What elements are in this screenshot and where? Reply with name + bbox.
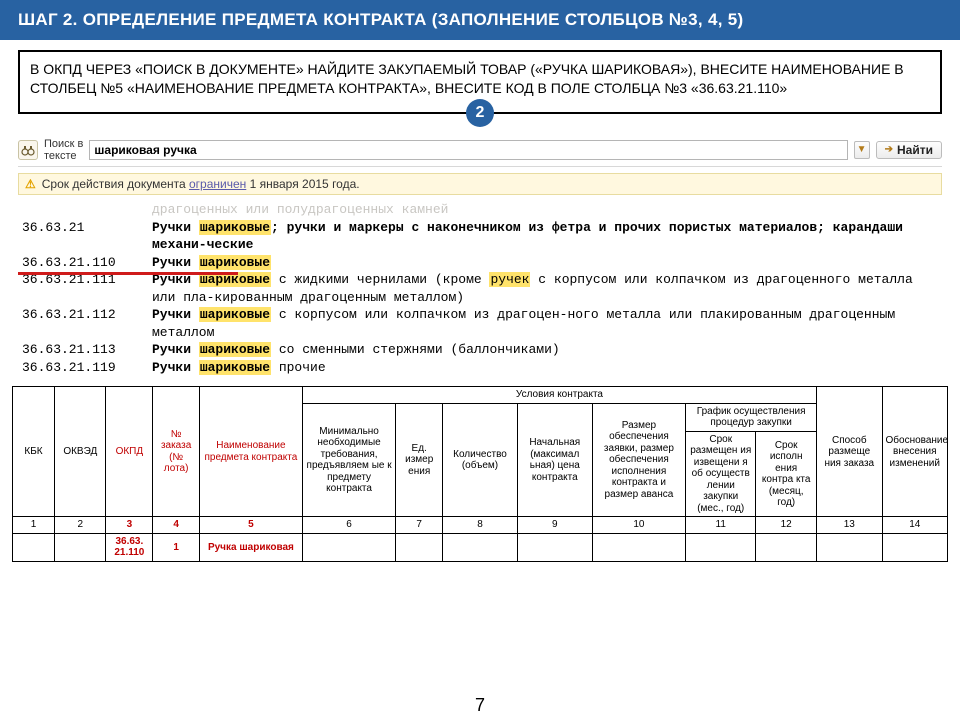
h-method: Способ размеще ния заказа	[817, 387, 882, 517]
instruction-box: В ОКПД ЧЕРЕЗ «ПОИСК В ДОКУМЕНТЕ» НАЙДИТЕ…	[18, 50, 942, 114]
find-label: Найти	[897, 143, 933, 157]
cell-name: Ручка шариковая	[199, 533, 302, 561]
document-text: драгоценных или полудрагоценных камней 3…	[18, 195, 942, 376]
cell-order-no: 1	[153, 533, 200, 561]
dropdown-icon[interactable]: ▼	[854, 141, 870, 159]
h-exec: Срок исполн ения контра кта (месяц, год)	[756, 431, 817, 517]
h-okpd: ОКПД	[106, 387, 153, 517]
step-badge: 2	[466, 99, 494, 127]
find-button[interactable]: ➔ Найти	[876, 141, 942, 159]
h-price: Начальная (максимал ьная) цена контракта	[517, 403, 592, 517]
h-conditions: Условия контракта	[302, 387, 816, 404]
h-notice: Срок размещен ия извещени я об осуществ …	[686, 431, 756, 517]
h-name: Наименование предмета контракта	[199, 387, 302, 517]
h-secure: Размер обеспечения заявки, размер обеспе…	[592, 403, 686, 517]
red-underline	[18, 272, 238, 275]
arrow-icon: ➔	[885, 144, 893, 155]
h-kbk: КБК	[13, 387, 55, 517]
h-order-no: № заказа (№ лота)	[153, 387, 200, 517]
instruction-text: В ОКПД ЧЕРЕЗ «ПОИСК В ДОКУМЕНТЕ» НАЙДИТЕ…	[30, 61, 904, 96]
warning-link[interactable]: ограничен	[189, 177, 246, 191]
page-title: ШАГ 2. ОПРЕДЕЛЕНИЕ ПРЕДМЕТА КОНТРАКТА (З…	[0, 0, 960, 40]
binoculars-icon[interactable]	[18, 140, 38, 160]
h-req: Минимально необходимые требования, предъ…	[302, 403, 396, 517]
page-number: 7	[475, 695, 485, 716]
search-label: Поиск в тексте	[44, 138, 83, 162]
h-okved: ОКВЭД	[55, 387, 106, 517]
h-qty: Количество (объем)	[443, 403, 518, 517]
h-schedule: График осуществления процедур закупки	[686, 403, 817, 431]
document-screenshot: Поиск в тексте ▼ ➔ Найти ⚠ Срок действия…	[18, 136, 942, 377]
cell-okpd: 36.63. 21.110	[106, 533, 153, 561]
number-row: 12 34 56 78 910 1112 1314	[13, 517, 948, 534]
h-reason: Обоснование внесения изменений	[882, 387, 948, 517]
data-row: 36.63. 21.110 1 Ручка шариковая	[13, 533, 948, 561]
search-input[interactable]	[89, 140, 847, 160]
warning-suffix: 1 января 2015 года.	[246, 177, 359, 191]
contract-table: КБК ОКВЭД ОКПД № заказа (№ лота) Наимено…	[12, 386, 948, 562]
h-unit: Ед. измер ения	[396, 403, 443, 517]
warning-bar: ⚠ Срок действия документа ограничен 1 ян…	[18, 173, 942, 195]
search-bar: Поиск в тексте ▼ ➔ Найти	[18, 136, 942, 167]
warning-icon: ⚠	[25, 177, 36, 191]
warning-prefix: Срок действия документа	[42, 177, 189, 191]
